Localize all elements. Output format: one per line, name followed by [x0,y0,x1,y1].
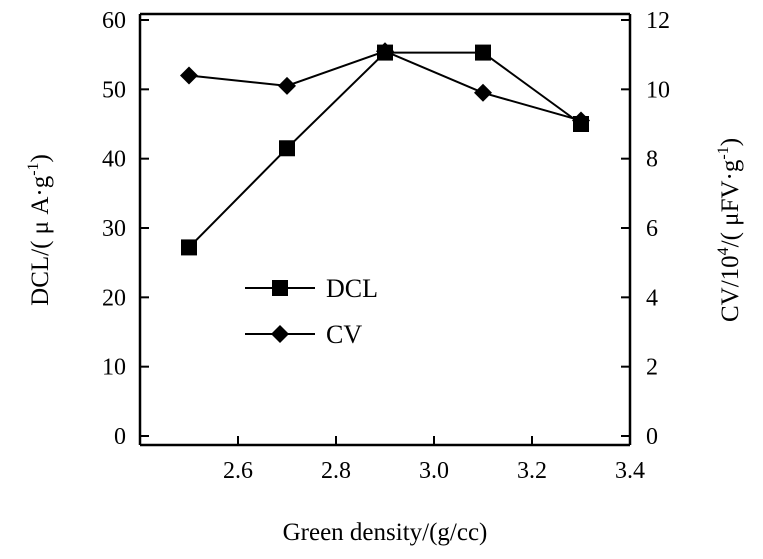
right-tick-label: 8 [646,147,658,173]
cv-series-line [188,50,582,122]
left-axis-title-tail: ) [27,154,54,162]
legend-cv-marker [271,325,289,343]
dcl-point [279,140,295,157]
left-axis-ticks: 0 10 20 30 40 50 60 [102,8,149,450]
cv-point [278,76,296,95]
right-axis-title: CV/104/( μFV·g-1) [715,138,744,322]
x-tick-label: 2.8 [321,458,351,484]
right-tick-label: 4 [646,285,658,311]
right-tick-label: 12 [646,8,670,34]
dcl-point [181,239,197,256]
left-tick-label: 40 [102,147,126,173]
legend-dcl-marker [272,280,288,296]
x-axis-title: Green density/(g/cc) [283,519,488,546]
right-axis-title-sup2: -1 [715,146,732,159]
x-tick-label: 2.6 [223,458,253,484]
right-axis-title-tail: ) [717,138,744,146]
left-axis-title-sup: -1 [25,162,42,175]
x-tick-label: 3.2 [517,458,547,484]
x-axis-ticks: 2.6 2.8 3.0 3.2 3.4 [223,436,645,484]
left-tick-label: 50 [102,77,126,103]
left-tick-label: 60 [102,8,126,34]
left-axis-title-main: DCL/( μ A·g [27,175,54,306]
right-axis-title-main: CV/10 [717,255,744,322]
legend-cv-label: CV [326,320,362,349]
series-layer [180,42,590,256]
left-tick-label: 0 [114,424,126,450]
cv-point [376,42,394,61]
legend: DCL CV [245,274,378,349]
right-axis-ticks: 0 2 4 6 8 10 12 [621,8,670,450]
left-tick-label: 20 [102,285,126,311]
cv-point [572,111,590,130]
right-tick-label: 0 [646,424,658,450]
x-tick-label: 3.0 [419,458,449,484]
right-axis-title-sup1: 4 [715,247,732,255]
right-tick-label: 10 [646,77,670,103]
cv-point [180,66,198,85]
left-axis-title: DCL/( μ A·g-1) [25,154,54,306]
cv-point [474,83,492,102]
dcl-point [475,44,491,61]
right-tick-label: 2 [646,355,658,381]
plot-frame [138,12,632,447]
right-axis-title-mid: /( μFV·g [717,159,744,247]
legend-dcl-label: DCL [326,274,378,303]
left-tick-label: 10 [102,355,126,381]
left-tick-label: 30 [102,216,126,242]
right-tick-label: 6 [646,216,658,242]
x-tick-label: 3.4 [615,458,645,484]
